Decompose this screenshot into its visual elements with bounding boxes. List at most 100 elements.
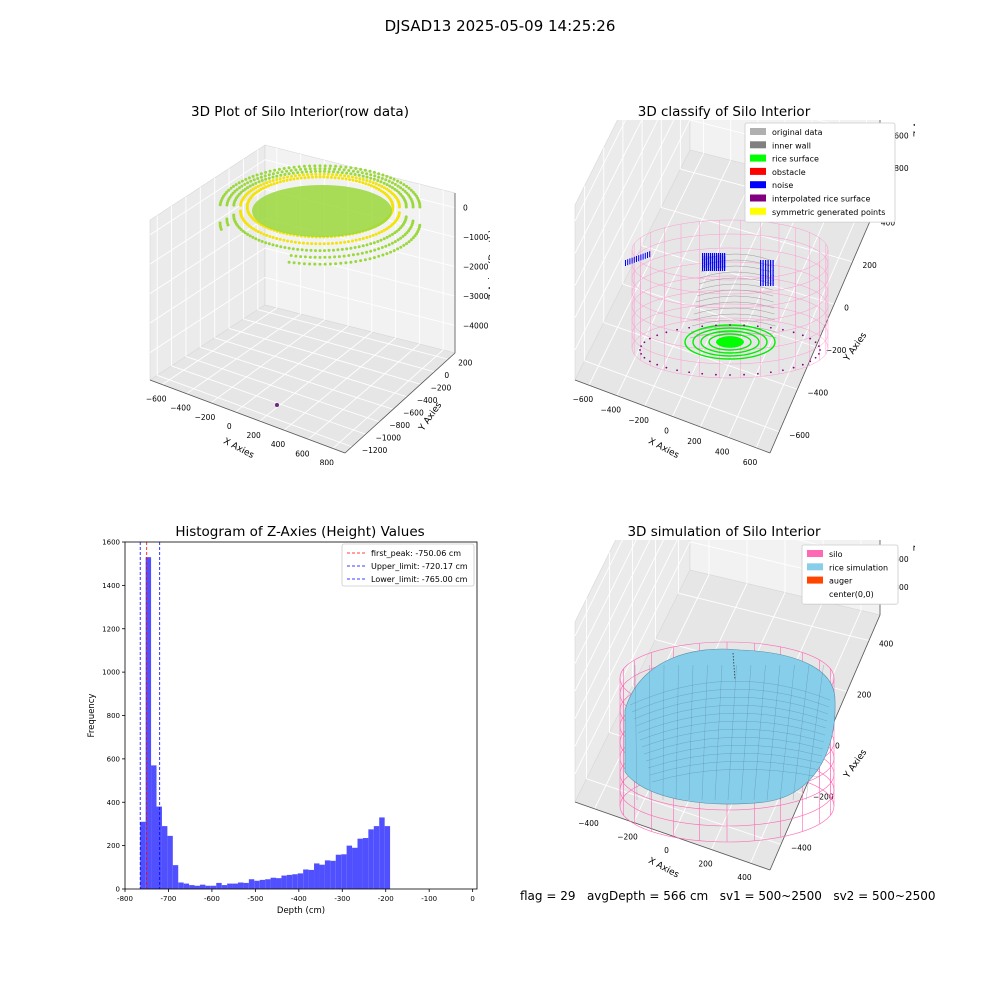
p1-point — [291, 247, 295, 251]
p1-point — [372, 241, 376, 245]
p1-point — [313, 167, 317, 171]
p1-point — [225, 190, 229, 194]
p1-point — [296, 171, 300, 175]
p2-noise-point — [708, 265, 710, 271]
sv2-text: sv2 = 500~2500 — [833, 889, 936, 903]
p2-noise-point — [767, 280, 769, 286]
p2-noise-point — [724, 265, 726, 271]
p1-point — [243, 231, 247, 235]
p1-point — [323, 262, 327, 266]
p2-interpolated-point — [809, 360, 812, 363]
p1-point — [411, 190, 415, 194]
p1-point — [323, 255, 327, 259]
p2-noise-point — [718, 265, 720, 271]
p4-ytick: 400 — [879, 640, 894, 649]
p1-point — [353, 173, 357, 176]
p2-noise-point — [767, 265, 769, 271]
p1-point — [350, 175, 354, 179]
p2-noise-points — [625, 251, 774, 286]
p2-noise-point — [760, 270, 762, 276]
p4-mesh-line — [651, 768, 820, 783]
p1-point — [372, 185, 376, 189]
p1-point — [365, 175, 369, 179]
p1-point — [351, 169, 355, 173]
classify-3d-plot: −600 −400 −200 0 200 400 600 400 200 0 −200 −400 −60… — [573, 120, 915, 465]
p2-inner-wall-line — [694, 301, 775, 309]
p1-point — [310, 172, 314, 176]
p1-point — [396, 247, 400, 251]
p1-point — [259, 175, 263, 179]
p1-ytick: 0 — [444, 371, 449, 380]
p3-ylabel: Frequency — [87, 694, 97, 738]
p1-point — [397, 228, 401, 231]
p1-point — [336, 170, 340, 174]
p1-point — [357, 245, 361, 249]
p1-point — [364, 182, 368, 186]
p1-point — [232, 184, 235, 188]
p1-point — [337, 255, 341, 259]
p1-xtick: −600 — [146, 395, 167, 404]
legend-label: rice simulation — [829, 563, 888, 572]
p1-point — [218, 221, 222, 225]
p1-point — [302, 173, 305, 177]
p2-ztick: −800 — [888, 164, 909, 173]
p1-point — [328, 262, 332, 266]
p1-point — [369, 249, 373, 253]
simulation-3d-plot: −400−20002004004002000−200−4002000−200−4… — [574, 540, 915, 880]
p1-point — [395, 229, 399, 233]
p1-point — [318, 242, 322, 246]
p1-point — [297, 173, 301, 177]
p1-point — [354, 238, 358, 242]
p1-point — [377, 172, 381, 176]
p1-ytick: −400 — [417, 396, 438, 405]
p1-point — [390, 181, 394, 185]
p1-ztick: 0 — [463, 204, 468, 213]
p2-noise-point — [642, 253, 644, 260]
p1-point — [239, 209, 242, 213]
p1-point — [396, 238, 400, 242]
p3-bar — [341, 854, 347, 889]
p1-point — [269, 183, 273, 187]
p1-point — [262, 232, 266, 236]
p1-point — [342, 168, 346, 172]
p2-xtick: −600 — [573, 395, 594, 404]
p3-xtick-label: -100 — [421, 895, 437, 903]
p1-point — [385, 235, 389, 239]
p4-mesh-line — [753, 664, 766, 801]
p1-point — [356, 252, 360, 256]
p1-point — [407, 186, 411, 190]
p4-mesh-line — [645, 745, 823, 762]
p2-interpolated-point — [688, 371, 691, 374]
p1-point — [390, 241, 394, 245]
p3-bar — [303, 869, 309, 889]
p1-point — [345, 171, 349, 175]
p2-interpolated-point — [743, 324, 745, 327]
p4-mesh-line — [641, 729, 825, 748]
p1-point — [349, 172, 353, 176]
p3-bars — [140, 557, 391, 889]
p2-interpolated-point — [743, 373, 745, 376]
p1-point — [407, 240, 411, 244]
p1-point — [387, 243, 391, 247]
p2-interpolated-point — [639, 349, 641, 351]
p3-bar — [281, 875, 287, 889]
p3-xtick-label: -200 — [378, 895, 394, 903]
p1-point — [332, 248, 335, 252]
p1-point — [368, 180, 372, 183]
p1-point — [314, 169, 317, 173]
p1-point — [259, 183, 263, 187]
p1-point — [240, 179, 244, 183]
p3-legend-frame — [341, 543, 475, 587]
p1-point — [328, 167, 332, 171]
p1-point — [359, 167, 363, 171]
p1-point — [326, 242, 330, 246]
p3-ytick-label: 1000 — [102, 669, 120, 677]
p1-point — [240, 184, 244, 188]
p1-point — [302, 164, 306, 168]
p2-noise-point — [765, 280, 767, 286]
p1-point — [323, 169, 326, 173]
p4-mesh-line — [714, 664, 723, 801]
panel3-title: Histogram of Z-Axies (Height) Values — [175, 524, 425, 540]
p1-point — [256, 230, 260, 234]
p1-point — [246, 232, 250, 236]
